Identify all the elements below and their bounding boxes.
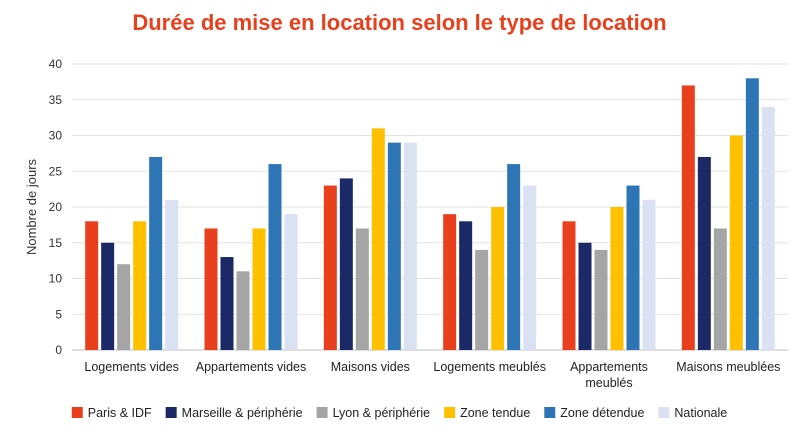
legend-label: Zone détendue [560,406,644,420]
chart-title: Durée de mise en location selon le type … [132,10,667,35]
legend-swatch [165,407,177,418]
bar [268,164,282,350]
bar [252,228,266,350]
bar [204,228,218,350]
x-tick-label: Logements meublés [433,360,546,374]
bar [117,264,131,350]
bar [85,221,99,350]
y-tick-label: 25 [49,164,63,178]
bar [626,185,640,350]
bar [236,271,250,350]
bar [642,199,656,350]
bar [562,221,576,350]
bar [610,207,624,350]
y-tick-label: 35 [49,93,63,107]
y-tick-label: 20 [49,200,63,214]
bar [475,249,489,350]
bar [149,156,163,350]
y-tick-label: 0 [55,343,62,357]
bar [403,142,417,350]
legend-label: Marseille & périphérie [182,406,303,420]
x-tick-label: Logements vides [84,360,179,374]
legend-swatch [658,407,670,418]
bar [165,199,179,350]
bar [284,214,298,350]
legend-swatch [316,407,328,418]
bar [220,257,234,350]
bar [507,164,521,350]
bar [745,78,759,351]
bar [578,242,592,350]
legend-label: Lyon & périphérie [333,406,431,420]
bar [443,214,457,350]
bar [323,185,337,350]
bar [697,156,711,350]
bar [594,249,608,350]
bar [339,178,353,350]
legend-label: Zone tendue [460,406,530,420]
y-tick-label: 40 [49,57,63,71]
y-tick-label: 5 [55,307,62,321]
bar [713,228,727,350]
legend-label: Paris & IDF [88,406,152,420]
bar [681,85,695,350]
bar [133,221,147,350]
y-axis-label: Nombre de jours [24,158,39,255]
y-tick-label: 15 [49,236,63,250]
bar [387,142,401,350]
legend-swatch [544,407,556,418]
legend-swatch [71,407,83,418]
x-tick-label: Appartements vides [196,360,306,374]
x-tick-label: Appartements meublés [570,360,648,390]
x-tick-label: Maisons vides [331,360,410,374]
x-tick-label: Maisons meublées [676,360,780,374]
bar [371,128,385,350]
bar [761,106,775,351]
bar [491,207,505,350]
legend-swatch [444,407,456,418]
bar [101,242,115,350]
legend-label: Nationale [674,406,727,420]
y-tick-label: 10 [49,272,63,286]
y-tick-label: 30 [49,129,63,143]
bar [523,185,537,350]
bar [729,135,743,350]
bar [459,221,473,350]
bar [355,228,369,350]
